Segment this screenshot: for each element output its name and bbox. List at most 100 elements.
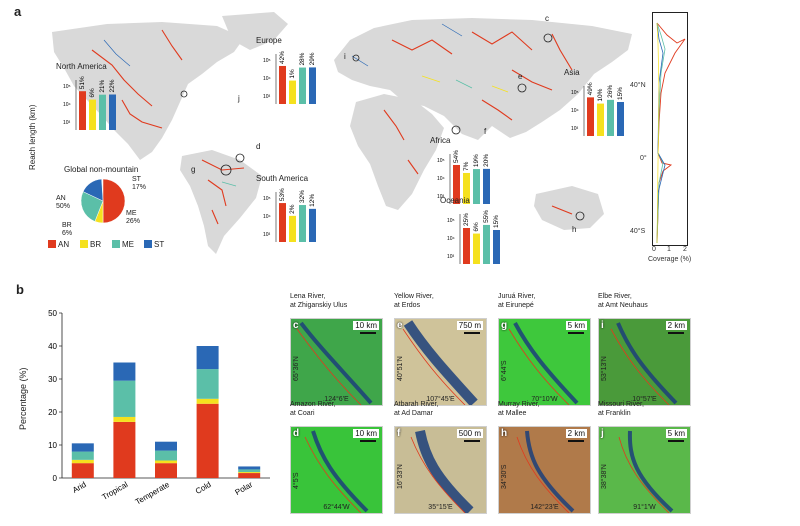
thumb-letter: j [601,428,604,439]
b-bar-cold-br [196,398,219,404]
scale-bar [360,332,376,334]
region-name: Oceania [440,196,470,205]
legend-me-swatch [112,240,120,248]
site-marker-d: d [256,142,261,151]
b-bar-tropical-br [113,416,136,422]
scale-bar-label: 5 km [565,321,587,330]
region-bars: 10⁵ 10⁴ 10³ 42%1%28% 29% [263,51,316,104]
region-bar-an [279,65,286,104]
panel-b-bar-chart: 0 10 20 30 40 50 Arid Tropical Temperate Cold Pola… [48,309,270,507]
region-bars: 10⁵ 10⁴ 10³ 25%6%55% 15% [447,210,500,264]
site-marker-j: j [238,94,240,103]
panel-a-letter: a [14,4,22,19]
scale-bar-label: 2 km [665,321,687,330]
region-tick-label: 10⁵ [263,196,271,202]
cov-xtick-1: 1 [667,246,671,253]
region-bars: 10⁵ 10⁴ 10³ 49% 10% 26% 15% [571,82,624,136]
region-percent-label: 28% [299,52,306,65]
region-bar-br [289,80,296,104]
thumb-lon: 62°44'W [323,504,350,511]
thumb-lon: 10°57'E [632,396,657,403]
region-bar-me [607,99,614,136]
satellite-thumbnail-c: c 10 km 65°36'N 124°6'E [290,318,383,406]
scale-bar [464,332,480,334]
site-marker-g: g [191,165,196,174]
b-y-tick-label: 30 [48,375,57,384]
reach-length-label: Reach length (km) [28,104,37,170]
region-bar-br [463,172,470,204]
region-percent-label: 19% [473,154,480,167]
region-bar-st [617,101,624,136]
region-percent-label: 25% [463,213,470,226]
b-bar-tropical-an [113,421,136,478]
pie-slice-st [82,178,104,202]
region-tick-label: 10⁴ [437,176,445,182]
region-bar-br [289,215,296,242]
thumb-lon: 70°10'W [531,396,558,403]
pie-slice-an [102,178,126,224]
thumb-letter: f [397,428,401,439]
b-category-label: Tropical [101,480,130,502]
region-bar-me [299,205,306,242]
thumb-caption: Juruá River, at Eirunepé [498,293,536,309]
region-chart-north-america: North America 10⁵ 10⁴ 10³ 51% 6% 21% 22% [56,62,120,134]
pie-chart [80,178,126,224]
region-bar-an [587,97,594,136]
panel-b-ylabel: Percentage (%) [18,367,28,430]
pie-label-an: AN 50% [56,195,71,210]
region-bars: 10⁵ 10⁴ 10³ 51%6%21% 22% [63,76,116,130]
region-bar-st [493,229,500,264]
legend-st: ST [144,240,164,249]
region-bar-an [279,203,286,242]
scale-bar-label: 10 km [353,429,379,438]
thumb-river-trace [516,430,575,513]
thumb-caption: Missouri River, at Franklin [598,401,644,417]
region-chart-oceania: Oceania 10⁵ 10⁴ 10³ 25% 6% 55% 15% [440,196,504,268]
b-y-tick-label: 0 [53,474,58,483]
region-percent-label: 6% [89,88,96,98]
region-percent-label: 42% [279,51,286,64]
thumb-letter: g [501,320,508,331]
scale-bar [464,440,480,442]
region-bar-me [473,169,480,204]
region-tick-label: 10³ [447,254,455,260]
thumb-lat: 40°51'N [397,356,404,381]
region-percent-label: 6% [473,222,480,232]
thumb-lat: 4°5'S [293,472,300,489]
scale-bar [568,332,584,334]
thumb-caption: Amazon River, at Coari [290,401,336,417]
scale-bar [668,440,684,442]
thumb-river-trace [410,430,474,513]
region-tick-label: 10⁴ [263,76,271,82]
region-tick-label: 10⁵ [447,218,455,224]
continent-africa [350,94,444,210]
legend-me: ME [112,240,134,249]
region-tick-label: 10⁴ [63,102,71,108]
thumb-caption: Yellow River, at Erdos [394,293,434,309]
thumb-letter: h [501,428,508,439]
region-bar-br [473,233,480,264]
b-bar-arid-st [71,443,94,452]
scale-bar-label: 5 km [665,429,687,438]
thumb-lat: 16°33'N [397,464,404,489]
lat-tick-0: 0° [640,155,647,162]
region-bar-st [309,67,316,104]
continent-south-america [180,150,262,254]
region-bar-br [89,99,96,130]
thumb-river-trace [508,322,579,405]
thumb-caption: Murray River, at Mallee [498,401,540,417]
thumb-lon: 107°45'E [426,396,455,403]
region-tick-label: 10³ [437,194,445,200]
region-tick-label: 10³ [263,232,271,238]
region-chart-europe: Europe 10⁵ 10⁴ 10³ 42% 1% 28% 29% [256,36,320,108]
region-percent-label: 32% [299,190,306,203]
lat-tick-40s: 40°S [630,228,646,235]
region-percent-label: 21% [99,79,106,92]
satellite-thumbnail-e: e 750 m 40°51'N 107°45'E [394,318,487,406]
region-tick-label: 10⁵ [437,158,445,164]
satellite-thumbnail-h: h 2 km 34°30'S 142°23'E [498,426,591,514]
region-bars: 10⁵ 10⁴ 10³ 54%7% 19% 20% [437,150,490,204]
thumb-caption: Atbarah River, at Ad Damar [394,401,439,417]
legend-an: AN [48,240,69,249]
thumb-lon: 124°6'E [324,396,349,403]
